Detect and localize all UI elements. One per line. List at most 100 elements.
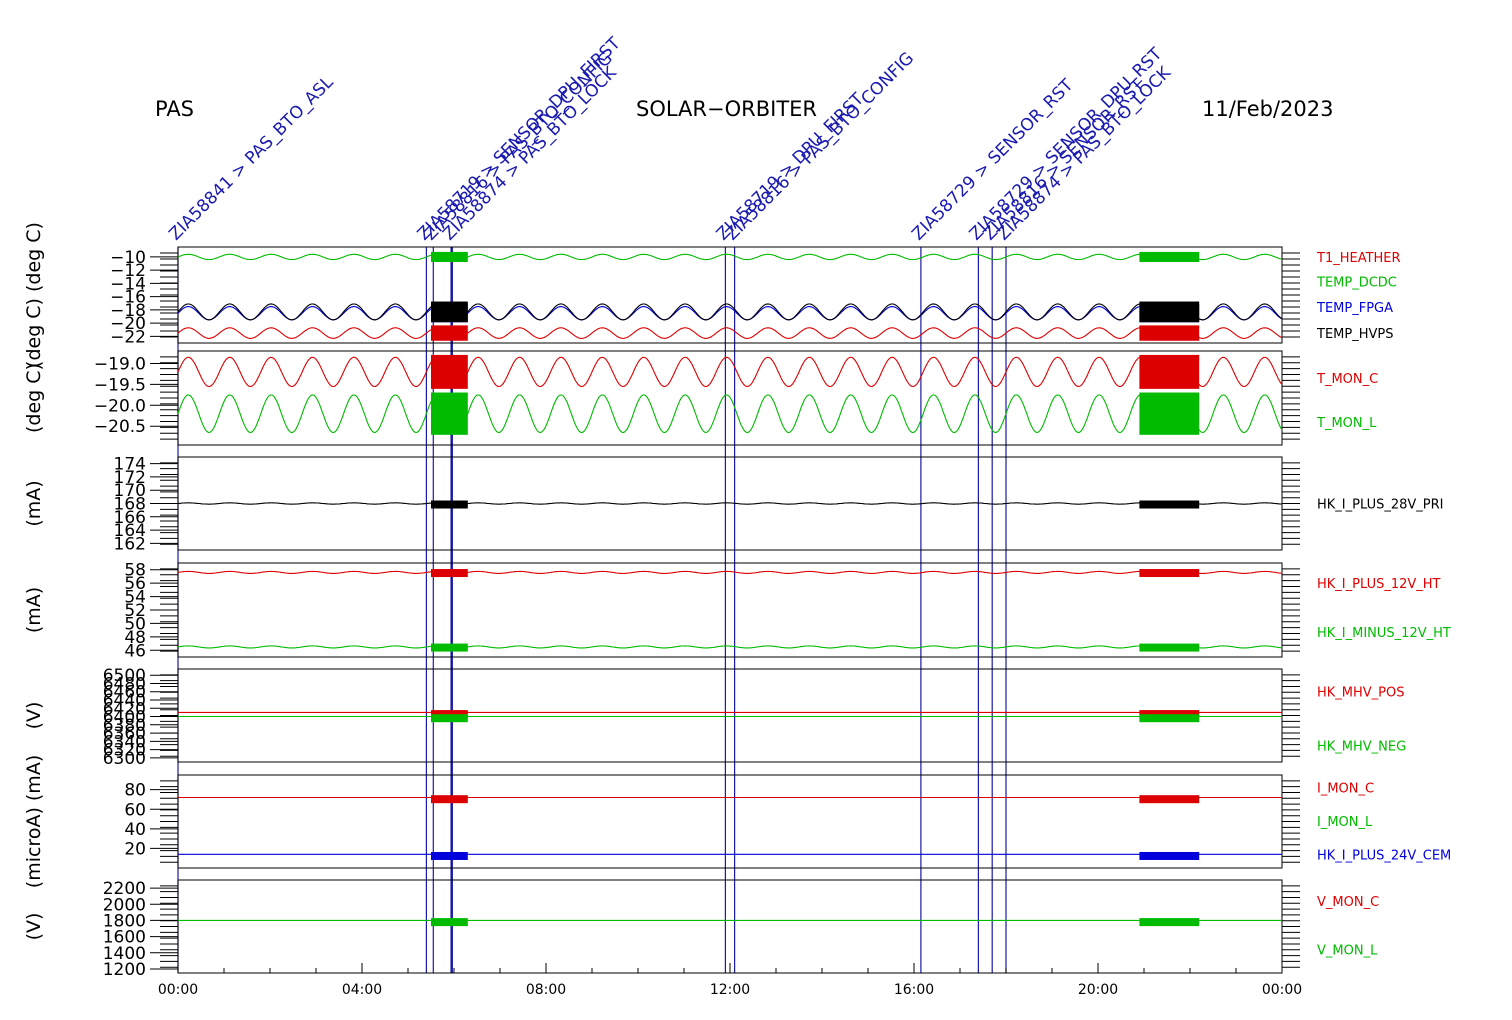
- series-burst: [431, 795, 468, 804]
- series-line-temp_fpga: [177, 306, 1283, 321]
- y-tick-label: −22: [110, 327, 146, 347]
- series-line-temp_dcdc: [177, 253, 1283, 261]
- panel-frame: [177, 562, 1283, 658]
- y-tick-label: 54: [124, 588, 146, 608]
- x-tick-label: 04:00: [342, 982, 382, 998]
- y-tick-label: −12: [110, 261, 146, 281]
- series-burst: [1139, 569, 1200, 578]
- y-tick-label: 172: [114, 468, 146, 488]
- y-tick-label: 1800: [103, 911, 146, 931]
- series-burst: [1139, 325, 1200, 341]
- y-tick-label: 48: [124, 628, 146, 648]
- legend-t_mon_c: T_MON_C: [1316, 372, 1378, 387]
- series-burst: [431, 354, 468, 389]
- y-tick-label: −10: [110, 248, 146, 268]
- y-tick-label: 2000: [103, 895, 146, 915]
- y-tick-label: 6380: [103, 716, 146, 736]
- y-tick-label: 58: [124, 561, 146, 581]
- event-label: ZIA58816 > PAS_BTO_CONFIG: [421, 48, 617, 244]
- y-tick-label: −20.0: [94, 396, 146, 416]
- y-tick-label: 6420: [103, 699, 146, 719]
- y-tick-label: 168: [114, 495, 146, 515]
- y-tick-label: −18: [110, 301, 146, 321]
- legend-hk_i_plus_12v_ht: HK_I_PLUS_12V_HT: [1317, 577, 1441, 592]
- legend-temp_dcdc: TEMP_DCDC: [1316, 275, 1397, 290]
- series-line-hk_i_minus_12v_ht: [177, 645, 1283, 649]
- x-tick-label: 00:00: [158, 982, 198, 998]
- series-burst: [431, 643, 468, 652]
- series-burst: [431, 569, 468, 578]
- y-tick-label: 166: [114, 508, 146, 528]
- y-tick-label: 60: [124, 800, 146, 820]
- series-line-temp_hvps: [177, 303, 1283, 321]
- event-label: ZIA58816 > PAS_BTO_CONFIG: [722, 48, 918, 244]
- y-tick-label: 6480: [103, 674, 146, 694]
- series-burst: [431, 301, 468, 323]
- event-label: ZIA58874 > PAS_BTO_LOCK: [993, 62, 1175, 244]
- series-burst: [431, 392, 468, 435]
- y-tick-label: −16: [110, 288, 146, 308]
- series-burst: [431, 851, 468, 860]
- x-tick-label: 00:00: [1262, 982, 1302, 998]
- series-burst: [1139, 643, 1200, 652]
- legend-v_mon_l: V_MON_L: [1317, 944, 1378, 959]
- y-tick-label: −14: [110, 274, 146, 294]
- series-burst: [1139, 851, 1200, 860]
- panels: −10−12−14−16−18−20−22 (deg C) (deg C) T1_H…: [23, 222, 1451, 980]
- panel-frame: [177, 668, 1283, 763]
- panel-ylabel: (V): [23, 702, 45, 730]
- legend-i_mon_c: I_MON_C: [1317, 782, 1374, 797]
- x-tick-label: 20:00: [1078, 982, 1118, 998]
- panel-2: −19.0−19.5−20.0−20.5 (deg C) T_MON_C T_MON_…: [23, 350, 1378, 446]
- x-tick-label: 16:00: [894, 982, 934, 998]
- legend-t_mon_l: T_MON_L: [1316, 416, 1377, 431]
- header-instrument: PAS: [155, 97, 194, 121]
- series-burst: [1139, 354, 1200, 389]
- series-burst: [1139, 918, 1200, 927]
- y-tick-label: 46: [124, 641, 146, 661]
- y-tick-label: 162: [114, 534, 146, 554]
- y-tick-label: 52: [124, 601, 146, 621]
- y-tick-label: 6360: [103, 724, 146, 744]
- legend-hk_i_minus_12v_ht: HK_I_MINUS_12V_HT: [1317, 626, 1451, 641]
- series-burst: [431, 251, 468, 262]
- y-tick-label: 40: [124, 820, 146, 840]
- y-tick-label: 174: [114, 455, 146, 475]
- legend-hk_mhv_pos: HK_MHV_POS: [1317, 686, 1405, 701]
- series-line-hk_i_plus_28v_pri: [177, 502, 1283, 505]
- legend-hk_i_plus_28v_pri: HK_I_PLUS_28V_PRI: [1317, 498, 1443, 513]
- panel-frame: [177, 879, 1283, 974]
- series-line-t_mon_l: [177, 394, 1283, 434]
- series-burst: [431, 918, 468, 927]
- panel-ylabel: (mA): [23, 587, 45, 633]
- series-line-t1_heather: [177, 327, 1283, 339]
- legend-hk_mhv_neg: HK_MHV_NEG: [1317, 739, 1406, 754]
- series-burst: [431, 710, 468, 719]
- panel-5: 6500648064606440642064006380636063406320…: [23, 666, 1406, 769]
- series-burst: [1139, 500, 1200, 509]
- y-tick-label: 1400: [103, 944, 146, 964]
- panel-ylabel: (microA) (mA): [23, 755, 45, 888]
- panel-ylabel: (deg C): [23, 363, 45, 433]
- x-axis: 00:00 04:00 08:00 12:00 16:00 20:00 00:00: [158, 963, 1302, 998]
- y-tick-label: 6440: [103, 691, 146, 711]
- y-tick-label: 20: [124, 839, 146, 859]
- panel-ylabel: (mA): [23, 480, 45, 526]
- legend-temp_hvps: TEMP_HVPS: [1316, 327, 1393, 342]
- y-tick-label: 1600: [103, 928, 146, 948]
- series-burst: [431, 500, 468, 509]
- x-tick-label: 12:00: [710, 982, 750, 998]
- y-tick-label: 6400: [103, 708, 146, 728]
- y-tick-label: −20.5: [94, 417, 146, 437]
- legend-v_mon_c: V_MON_C: [1317, 895, 1379, 910]
- series-burst: [1139, 392, 1200, 435]
- y-tick-label: 6320: [103, 741, 146, 761]
- series-line-t_mon_c: [177, 356, 1283, 388]
- series-burst: [1139, 714, 1200, 723]
- series-burst: [1139, 301, 1200, 323]
